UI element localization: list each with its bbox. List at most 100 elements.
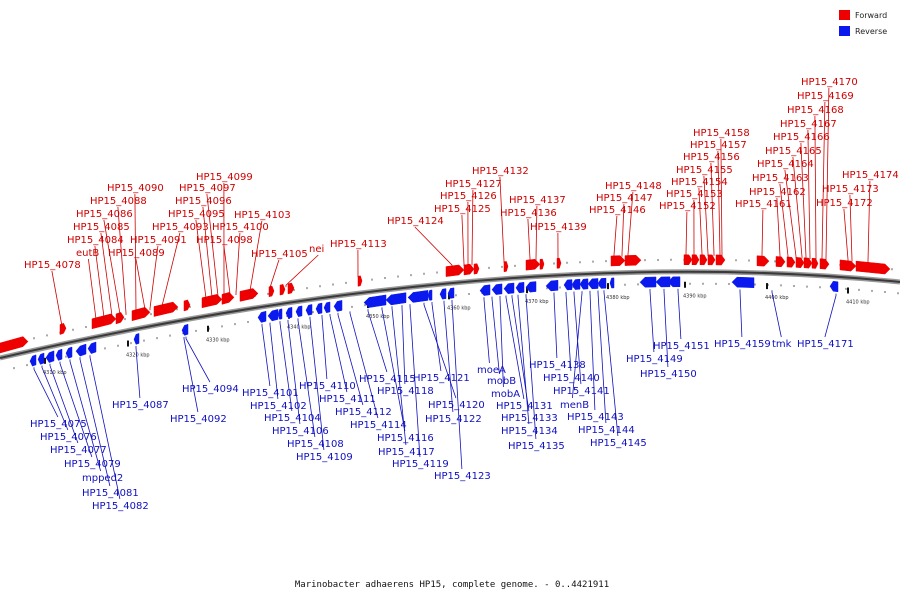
forward-gene-arrow: [503, 261, 509, 272]
reverse-gene-arrow: [655, 276, 671, 288]
leader-line: [309, 316, 325, 451]
forward-gene-label: HP15_4096: [175, 196, 232, 207]
forward-gene-arrow: [357, 275, 363, 287]
forward-gene-label: HP15_4084: [67, 235, 124, 246]
reverse-gene-label: HP15_4115: [359, 374, 416, 385]
forward-gene-arrow: [795, 257, 805, 268]
leader-line: [573, 291, 582, 385]
reverse-gene-arrow: [439, 288, 447, 300]
reverse-gene-label: HP15_4077: [50, 445, 107, 456]
forward-gene-arrow: [699, 254, 708, 266]
forward-gene-label: HP15_4093: [152, 222, 209, 233]
leader-line: [297, 318, 316, 438]
forward-gene-label: HP15_4169: [797, 91, 854, 102]
leader-line: [135, 258, 146, 312]
forward-gene-arrow: [819, 258, 830, 270]
reverse-gene-arrow: [285, 306, 293, 319]
leader-line: [103, 219, 121, 317]
leader-line: [511, 295, 530, 412]
legend-reverse-swatch: [839, 26, 850, 36]
forward-gene-label: HP15_4172: [816, 198, 873, 209]
leader-line: [720, 138, 723, 256]
reverse-gene-arrow: [333, 300, 343, 312]
reverse-gene-arrow: [447, 287, 455, 299]
legend: Forward Reverse: [839, 10, 887, 36]
forward-gene-label: HP15_4166: [773, 132, 830, 143]
leader-line: [69, 359, 101, 472]
forward-gene-label: HP15_4164: [757, 159, 814, 170]
forward-gene-label: HP15_4100: [212, 222, 269, 233]
forward-gene-label: HP15_4085: [73, 222, 130, 233]
forward-gene-label: HP15_4091: [130, 235, 187, 246]
forward-gene-arrow: [153, 301, 179, 317]
leader-line: [206, 193, 219, 299]
reverse-gene-label: HP15_4145: [590, 438, 647, 449]
leader-line: [505, 295, 525, 400]
reverse-gene-label: HP15_4109: [296, 452, 353, 463]
forward-gene-label: HP15_4158: [693, 128, 750, 139]
leader-line: [367, 309, 388, 373]
leader-line: [663, 288, 669, 368]
forward-gene-arrow: [463, 263, 475, 276]
reverse-gene-label: HP15_4138: [529, 360, 586, 371]
forward-gene-label: HP15_4086: [76, 209, 133, 220]
forward-gene-label: HP15_4095: [168, 209, 225, 220]
legend-forward-label: Forward: [855, 11, 887, 20]
reverse-gene-arrow: [305, 304, 313, 316]
tick-label: 4320 kbp: [126, 353, 150, 359]
forward-gene-arrow: [239, 288, 259, 302]
leader-line: [499, 176, 505, 263]
reverse-gene-arrow: [525, 281, 537, 293]
leader-line: [269, 259, 280, 290]
leader-line: [471, 189, 474, 266]
legend-forward-swatch: [839, 10, 850, 20]
caption: Marinobacter adhaerens HP15, complete ge…: [295, 580, 609, 590]
reverse-gene-label: HP15_4079: [64, 459, 121, 470]
tick-label: 4390 kbp: [683, 294, 707, 300]
leader-line: [824, 293, 837, 338]
leader-line: [621, 203, 625, 257]
forward-gene-label: nei: [309, 244, 324, 255]
forward-gene-label: HP15_4103: [234, 210, 291, 221]
leader-lines: [33, 87, 871, 500]
leader-line: [761, 209, 764, 257]
reverse-gene-label: HP15_4114: [350, 420, 407, 431]
leader-line: [249, 220, 263, 293]
forward-gene-label: eutB: [76, 248, 99, 259]
reverse-gene-label: HP15_4151: [653, 341, 710, 352]
forward-gene-label: HP15_4148: [605, 181, 662, 192]
leader-line: [771, 290, 782, 338]
reverse-gene-arrow: [515, 282, 525, 294]
tick-label: 4400 kbp: [765, 295, 789, 301]
leader-line: [59, 361, 93, 458]
forward-gene-label: HP15_4097: [179, 183, 236, 194]
leader-line: [739, 289, 743, 338]
forward-gene-label: HP15_4137: [509, 195, 566, 206]
reverse-gene-label: HP15_4119: [392, 459, 449, 470]
forward-gene-arrow: [131, 307, 151, 322]
reverse-gene-arrow: [571, 278, 581, 290]
reverse-gene-label: HP15_4171: [797, 339, 854, 350]
leader-line: [381, 307, 406, 432]
leader-line: [89, 355, 121, 500]
reverse-gene-label: moeA: [477, 365, 506, 376]
leader-line: [589, 290, 596, 411]
leader-line: [100, 232, 113, 318]
forward-gene-label: HP15_4105: [251, 249, 308, 260]
leader-line: [401, 305, 406, 385]
reverse-gene-arrow: [267, 309, 279, 322]
leader-line: [613, 215, 618, 257]
leader-line: [391, 306, 407, 446]
reverse-gene-arrow: [363, 294, 387, 308]
leader-line: [565, 291, 572, 372]
reverse-gene-arrow: [65, 346, 73, 359]
leader-line: [461, 214, 465, 266]
reverse-gene-label: HP15_4106: [272, 426, 329, 437]
reverse-gene-arrow: [37, 352, 45, 365]
reverse-gene-arrow: [587, 278, 599, 290]
leader-line: [814, 115, 817, 260]
forward-gene-label: HP15_4157: [690, 140, 747, 151]
reverse-gene-label: HP15_4150: [640, 369, 697, 380]
